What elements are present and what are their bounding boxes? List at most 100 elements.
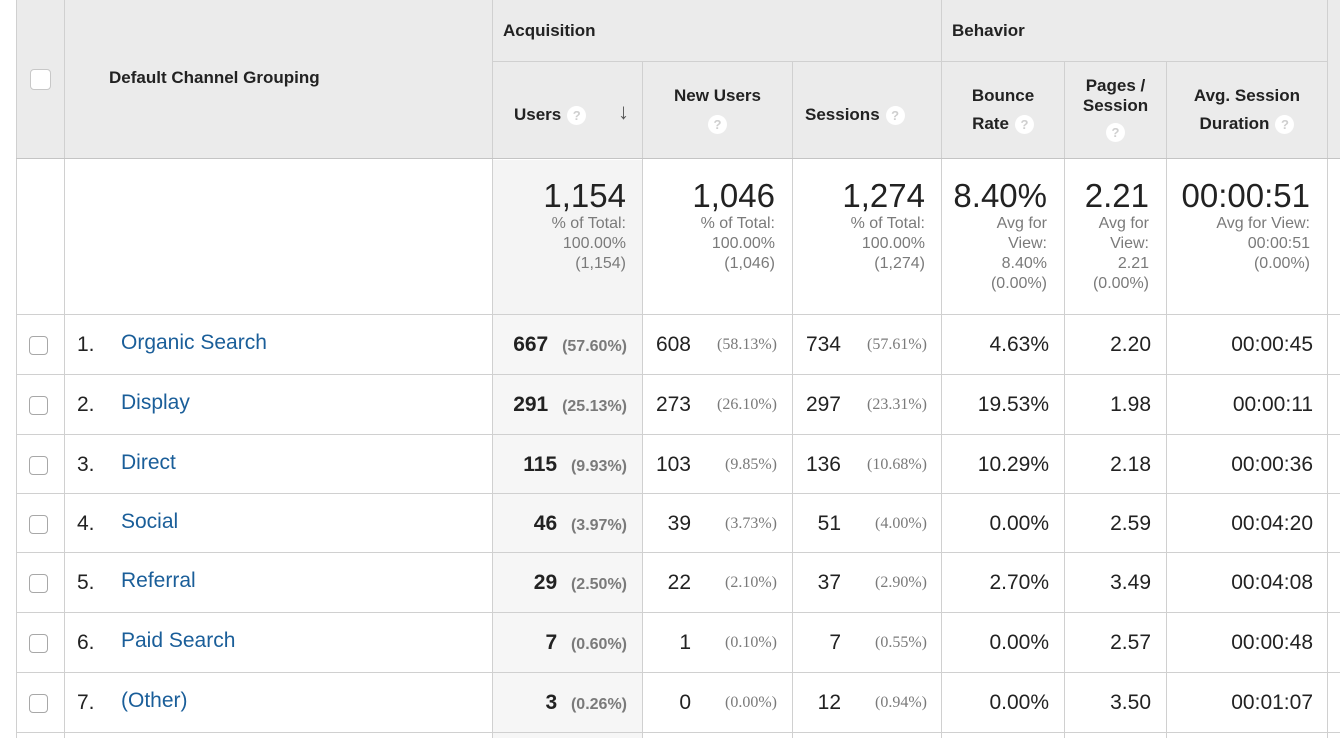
channel-link[interactable]: Paid Search <box>121 629 236 652</box>
new-users-pct: (9.85%) <box>725 456 777 473</box>
totals-duration-label: Avg for View: <box>1216 215 1310 232</box>
new-users-value: 103 <box>655 453 691 476</box>
channel-link[interactable]: Organic Search <box>121 331 267 354</box>
bounce-rate-value: 0.00% <box>989 631 1049 654</box>
pages-help-icon[interactable]: ? <box>1106 123 1125 143</box>
sessions-value: 297 <box>805 393 841 416</box>
totals-pages-delta: (0.00%) <box>1092 275 1149 292</box>
totals-bounce-rate-label-1: Avg for <box>996 215 1047 232</box>
users-value: 291 <box>513 393 549 416</box>
table-row[interactable]: 7. (Other) 3 (0.26%) 0 (0.00%) 12 (0.94%… <box>17 673 1340 732</box>
totals-users-value: 1,154 <box>543 177 626 214</box>
row-checkbox[interactable] <box>29 634 48 653</box>
new-users-pct: (0.10%) <box>725 634 777 651</box>
pages-header-label-2: Session <box>1082 96 1149 115</box>
pages-value: 2.20 <box>1110 333 1151 356</box>
channel-link[interactable]: Direct <box>121 451 176 474</box>
channel-link[interactable]: Referral <box>121 569 196 592</box>
totals-users-label: % of Total: <box>551 215 626 232</box>
sessions-value: 734 <box>805 333 841 356</box>
table-row[interactable]: 5. Referral 29 (2.50%) 22 (2.10%) 37 (2.… <box>17 553 1340 612</box>
avg-session-duration-column-header[interactable]: Avg. Session Duration? <box>1167 82 1327 138</box>
row-index: 5. <box>77 571 95 594</box>
users-cell: 667 (57.60%) <box>493 315 627 375</box>
users-pct: (9.93%) <box>570 458 627 475</box>
new-users-column-header[interactable]: New Users ? <box>643 82 792 138</box>
users-cell: 29 (2.50%) <box>493 553 627 613</box>
new-users-header-label: New Users <box>674 86 761 105</box>
users-pct: (0.26%) <box>570 696 627 713</box>
bounce-rate-column-header[interactable]: Bounce Rate? <box>942 82 1064 138</box>
totals-users-pct: 100.00% <box>562 235 626 252</box>
table-row[interactable]: 1. Organic Search 667 (57.60%) 608 (58.1… <box>17 315 1340 374</box>
dimension-header[interactable]: Default Channel Grouping <box>109 68 320 87</box>
users-pct: (0.60%) <box>570 636 627 653</box>
users-value: 7 <box>545 631 558 654</box>
bounce-rate-help-icon[interactable]: ? <box>1014 115 1034 135</box>
totals-pages-label-2: View: <box>1110 235 1149 252</box>
bounce-rate-value: 19.53% <box>977 393 1049 416</box>
totals-sessions: 1,274 % of Total: 100.00% (1,274) <box>793 178 925 274</box>
bounce-rate-value: 0.00% <box>989 691 1049 714</box>
duration-header-label-2: Duration <box>1199 114 1270 133</box>
select-all-checkbox[interactable] <box>30 69 51 90</box>
totals-new-users-value: 1,046 <box>692 177 775 214</box>
duration-value: 00:00:48 <box>1231 631 1313 654</box>
new-users-value: 273 <box>655 393 691 416</box>
row-checkbox[interactable] <box>29 396 48 415</box>
row-checkbox[interactable] <box>29 515 48 534</box>
totals-new-users: 1,046 % of Total: 100.00% (1,046) <box>643 178 775 274</box>
row-index: 2. <box>77 393 95 416</box>
totals-duration-delta: (0.00%) <box>1253 255 1310 272</box>
new-users-help-icon[interactable]: ? <box>708 115 727 135</box>
users-cell: 115 (9.93%) <box>493 435 627 495</box>
totals-pages: 2.21 Avg for View: 2.21 (0.00%) <box>1065 178 1149 294</box>
channel-link[interactable]: Social <box>121 510 179 533</box>
users-value: 46 <box>533 512 558 535</box>
sort-descending-icon[interactable]: ↓ <box>618 99 629 124</box>
table-row[interactable]: 6. Paid Search 7 (0.60%) 1 (0.10%) 7 (0.… <box>17 613 1340 672</box>
sessions-pct: (10.68%) <box>867 456 927 473</box>
totals-sessions-pct: 100.00% <box>861 235 925 252</box>
sessions-pct: (0.94%) <box>875 694 927 711</box>
users-help-icon[interactable]: ? <box>567 106 587 126</box>
channel-link[interactable]: Display <box>121 391 190 414</box>
pages-value: 3.49 <box>1110 571 1151 594</box>
totals-new-users-pct: 100.00% <box>711 235 775 252</box>
row-checkbox[interactable] <box>29 456 48 475</box>
users-column-header[interactable]: Users? <box>514 100 587 129</box>
users-pct: (25.13%) <box>562 398 627 415</box>
duration-value: 00:00:11 <box>1232 393 1313 416</box>
table-row[interactable]: 3. Direct 115 (9.93%) 103 (9.85%) 136 (1… <box>17 435 1340 494</box>
sessions-value: 7 <box>829 631 841 654</box>
users-pct: (57.60%) <box>562 338 627 355</box>
users-header-label: Users <box>514 105 562 124</box>
sessions-help-icon[interactable]: ? <box>885 106 905 126</box>
sessions-column-header[interactable]: Sessions? <box>805 100 905 129</box>
channel-link[interactable]: (Other) <box>121 689 188 712</box>
table-row[interactable]: 2. Display 291 (25.13%) 273 (26.10%) 297… <box>17 375 1340 434</box>
row-checkbox[interactable] <box>29 694 48 713</box>
totals-bounce-rate-label-2: View: <box>1008 235 1047 252</box>
duration-help-icon[interactable]: ? <box>1275 115 1295 135</box>
new-users-pct: (26.10%) <box>717 396 777 413</box>
sessions-pct: (0.55%) <box>875 634 927 651</box>
totals-duration-avg: 00:00:51 <box>1247 235 1310 252</box>
pages-value: 2.18 <box>1110 453 1151 476</box>
users-value: 3 <box>545 691 558 714</box>
table-row[interactable]: 4. Social 46 (3.97%) 39 (3.73%) 51 (4.00… <box>17 494 1340 553</box>
totals-new-users-abs: (1,046) <box>724 255 775 272</box>
bounce-rate-header-label-2: Rate <box>972 114 1009 133</box>
new-users-value: 1 <box>679 631 691 654</box>
sessions-pct: (2.90%) <box>875 574 927 591</box>
row-checkbox[interactable] <box>29 336 48 355</box>
pages-per-session-column-header[interactable]: Pages / Session ? <box>1065 76 1166 143</box>
bounce-rate-value: 10.29% <box>977 453 1049 476</box>
totals-users: 1,154 % of Total: 100.00% (1,154) <box>493 178 626 274</box>
users-cell: 46 (3.97%) <box>493 494 627 554</box>
users-cell: 291 (25.13%) <box>493 375 627 435</box>
row-checkbox[interactable] <box>29 574 48 593</box>
sessions-header-label: Sessions <box>805 105 880 124</box>
totals-sessions-abs: (1,274) <box>874 255 925 272</box>
row-index: 4. <box>77 512 95 535</box>
